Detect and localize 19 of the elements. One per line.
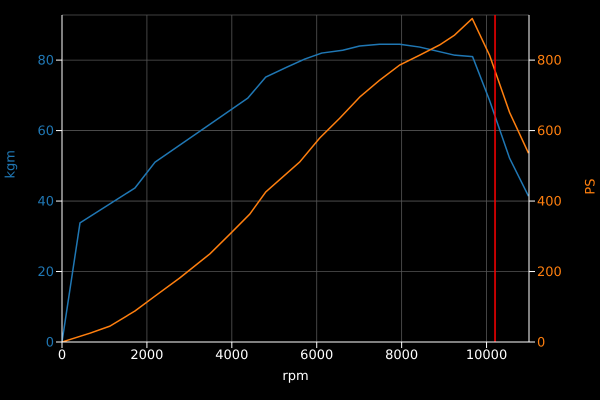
y2-tick-label: 400 bbox=[537, 194, 562, 210]
y2-tick-label: 800 bbox=[537, 54, 562, 69]
x-tick-label: 2000 bbox=[130, 348, 164, 364]
y-tick-label: 20 bbox=[37, 265, 54, 280]
x-tick-label: 6000 bbox=[300, 348, 334, 364]
x-axis-title: rpm bbox=[282, 369, 309, 384]
x-tick-label: 4000 bbox=[215, 348, 248, 364]
y2-tick-label: 200 bbox=[537, 265, 562, 280]
y-tick-label: 80 bbox=[37, 54, 54, 69]
x-tick-label: 0 bbox=[58, 348, 66, 364]
y-tick-label: 60 bbox=[37, 124, 54, 140]
y2-tick-label: 600 bbox=[537, 124, 562, 140]
y-axis-title: kgm bbox=[4, 150, 19, 178]
y-tick-label: 40 bbox=[37, 194, 54, 210]
x-tick-label: 10000 bbox=[466, 348, 508, 364]
x-tick-label: 8000 bbox=[385, 348, 418, 364]
y2-axis-title: PS bbox=[584, 178, 599, 195]
y-tick-label: 0 bbox=[46, 336, 54, 351]
y2-tick-label: 0 bbox=[537, 336, 546, 351]
